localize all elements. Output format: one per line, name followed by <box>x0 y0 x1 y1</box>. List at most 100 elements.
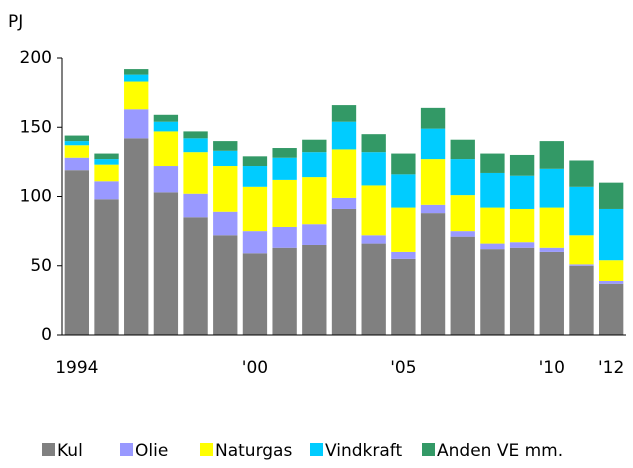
bar-segment <box>94 199 119 335</box>
bar-segment <box>124 81 149 110</box>
bar-segment <box>391 251 416 259</box>
bar-segment <box>64 170 90 335</box>
y-tick-label: 200 <box>20 48 52 68</box>
bar-segment <box>598 208 624 261</box>
bar-segment <box>391 153 416 175</box>
bar-segment <box>361 235 386 244</box>
bar-segment <box>480 243 505 250</box>
bar-segment <box>64 141 90 146</box>
y-tick-label: 50 <box>30 256 52 276</box>
bar-segment <box>420 107 446 129</box>
bar-segment <box>569 264 594 266</box>
bar-segment <box>272 226 297 248</box>
bar-segment <box>302 177 327 225</box>
bar-segment <box>153 131 179 167</box>
bar-segment <box>391 174 416 208</box>
bar-segment <box>361 152 386 186</box>
x-tick-label: '05 <box>390 358 416 378</box>
bar-segment <box>420 159 446 205</box>
bar-segment <box>598 260 624 281</box>
legend-swatch <box>120 443 133 456</box>
bar-segment <box>242 186 268 232</box>
bar-segment <box>124 109 149 139</box>
bar-segment <box>183 217 208 335</box>
bar-segment <box>509 208 535 243</box>
bar-segment <box>64 135 90 142</box>
bar-segment <box>361 185 386 236</box>
bar-segment <box>420 128 446 160</box>
bar-segment <box>480 153 505 173</box>
x-tick-label: 1994 <box>55 358 98 378</box>
bar-segment <box>539 207 564 248</box>
bar-segment <box>509 242 535 248</box>
bar-segment <box>213 141 238 151</box>
bar-segment <box>213 211 238 236</box>
bar-segment <box>539 247 564 252</box>
bar-segment <box>480 207 505 244</box>
bar-segment <box>480 249 505 335</box>
bar-segment <box>183 193 208 218</box>
bar-segment <box>450 159 475 196</box>
bar-segment <box>94 153 119 160</box>
x-tick-label: '10 <box>539 358 565 378</box>
bar-segment <box>361 243 386 335</box>
bar-segment <box>183 152 208 194</box>
bar-segment <box>183 131 208 139</box>
bar-segment <box>539 251 564 335</box>
bar-segment <box>539 168 564 208</box>
bar-segment <box>94 181 119 200</box>
bar-segment <box>302 244 327 335</box>
bar-segment <box>391 258 416 335</box>
bar-segment <box>64 157 90 171</box>
bar-segment <box>331 121 357 150</box>
legend-swatch <box>42 443 55 456</box>
bar-segment <box>272 148 297 158</box>
bar-segment <box>420 204 446 214</box>
bar-segment <box>391 207 416 252</box>
bar-segment <box>331 105 357 122</box>
bar-segment <box>183 138 208 153</box>
bar-segment <box>509 175 535 209</box>
bar-segment <box>569 235 594 265</box>
bar-segment <box>153 166 179 193</box>
bar-segment <box>242 166 268 187</box>
bar-segment <box>272 157 297 180</box>
bar-segment <box>598 280 624 284</box>
y-tick-label: 150 <box>20 117 52 137</box>
bar-segment <box>124 69 149 75</box>
bar-segment <box>331 197 357 209</box>
bar-segment <box>539 141 564 169</box>
bar-segment <box>302 152 327 178</box>
y-tick-label: 0 <box>41 325 52 345</box>
bar-segment <box>272 247 297 335</box>
bar-segment <box>598 182 624 209</box>
bar-segment <box>331 208 357 335</box>
bar-segment <box>124 74 149 82</box>
bar-segment <box>153 192 179 335</box>
bar-segment <box>509 154 535 176</box>
legend-swatch <box>200 443 213 456</box>
bar-segment <box>480 172 505 208</box>
bar-segment <box>509 247 535 335</box>
legend-label: Kul <box>57 441 83 461</box>
bar-segment <box>331 149 357 198</box>
bar-segment <box>213 166 238 212</box>
bar-segment <box>569 186 594 236</box>
legend-label: Olie <box>135 441 168 461</box>
x-tick-label: '12 <box>598 358 624 378</box>
legend-label: Naturgas <box>215 441 292 461</box>
bar-segment <box>242 253 268 335</box>
bar-segment <box>450 231 475 237</box>
bar-segment <box>569 265 594 335</box>
bar-segment <box>450 139 475 160</box>
y-axis-label: PJ <box>8 12 23 32</box>
bar-segment <box>361 134 386 153</box>
bar-segment <box>450 236 475 335</box>
bar-segment <box>272 179 297 227</box>
bar-segment <box>64 145 90 158</box>
legend-label: Anden VE mm. <box>437 441 563 461</box>
bar-segment <box>153 114 179 122</box>
bar-segment <box>94 159 119 165</box>
bar-segment <box>302 139 327 153</box>
bar-segment <box>598 283 624 335</box>
